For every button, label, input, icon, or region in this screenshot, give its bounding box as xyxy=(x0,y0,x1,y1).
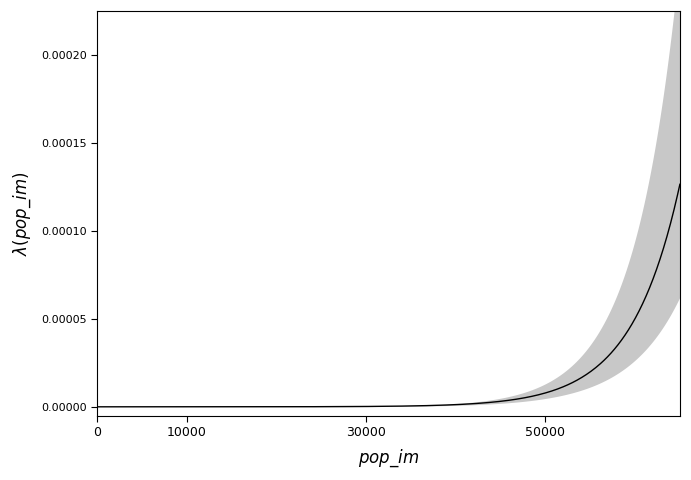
X-axis label: $pop\_im$: $pop\_im$ xyxy=(358,447,419,469)
Y-axis label: $\lambda(pop\_im)$: $\lambda(pop\_im)$ xyxy=(11,171,32,256)
